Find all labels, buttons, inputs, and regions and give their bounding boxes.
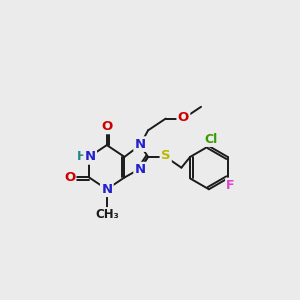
Text: O: O: [178, 111, 189, 124]
Text: O: O: [101, 120, 112, 133]
Text: F: F: [226, 179, 235, 192]
Text: S: S: [161, 149, 170, 162]
Text: N: N: [135, 138, 146, 151]
Text: N: N: [85, 150, 96, 164]
Text: N: N: [101, 183, 112, 196]
Text: N: N: [135, 163, 146, 176]
Text: H: H: [77, 150, 88, 164]
Text: O: O: [64, 171, 75, 184]
Text: CH₃: CH₃: [95, 208, 119, 221]
Text: Cl: Cl: [204, 133, 218, 146]
